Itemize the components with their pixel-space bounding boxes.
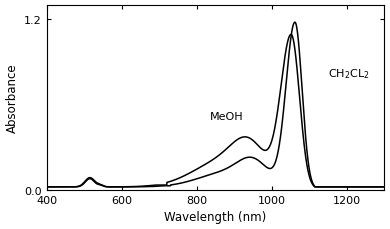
Text: CH$_2$CL$_2$: CH$_2$CL$_2$ (328, 67, 370, 81)
X-axis label: Wavelength (nm): Wavelength (nm) (165, 210, 267, 224)
Text: MeOH: MeOH (210, 111, 244, 121)
Y-axis label: Absorbance: Absorbance (5, 63, 19, 133)
